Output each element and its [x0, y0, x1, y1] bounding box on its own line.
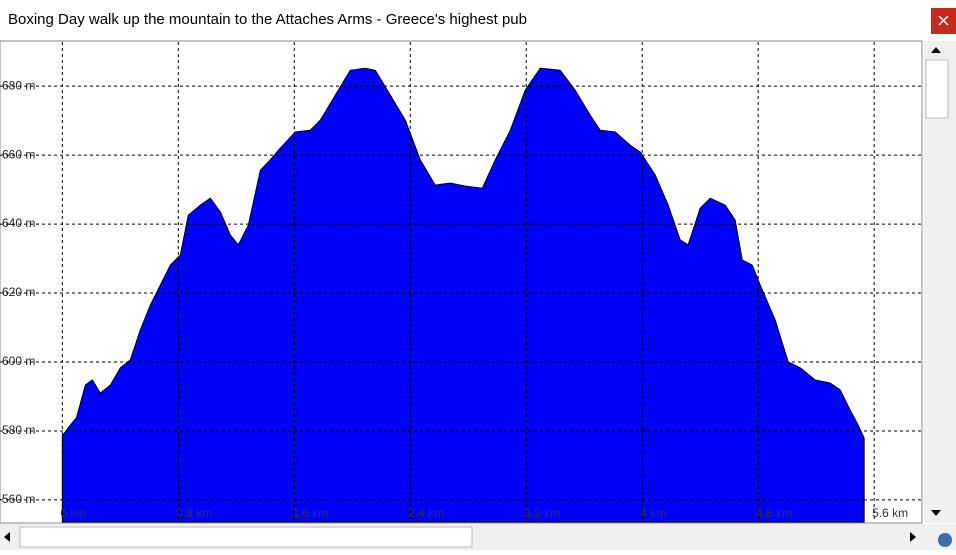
- x-tick-label: 0.8 km: [176, 506, 212, 520]
- x-tick-label: 2.4 km: [408, 506, 444, 520]
- window-title: Boxing Day walk up the mountain to the A…: [8, 11, 527, 28]
- y-tick-label: 660 m: [2, 147, 35, 161]
- vertical-scrollbar[interactable]: [924, 41, 956, 523]
- x-tick-label: 1.6 km: [292, 506, 328, 520]
- y-tick-label: 680 m: [2, 78, 35, 92]
- horizontal-scrollbar[interactable]: [0, 524, 956, 550]
- x-tick-label: 4.8 km: [756, 506, 792, 520]
- close-button[interactable]: [931, 8, 956, 34]
- x-tick-label: 0 km: [60, 506, 86, 520]
- title-bar: [0, 0, 956, 40]
- x-tick-label: 5.6 km: [872, 506, 908, 520]
- x-tick-label: 4 km: [640, 506, 666, 520]
- x-tick-label: 3.2 km: [524, 506, 560, 520]
- y-tick-label: 600 m: [2, 354, 35, 368]
- y-tick-label: 620 m: [2, 285, 35, 299]
- elevation-area: [61, 67, 865, 523]
- y-tick-label: 580 m: [2, 423, 35, 437]
- y-tick-label: 560 m: [2, 492, 35, 506]
- y-tick-label: 640 m: [2, 216, 35, 230]
